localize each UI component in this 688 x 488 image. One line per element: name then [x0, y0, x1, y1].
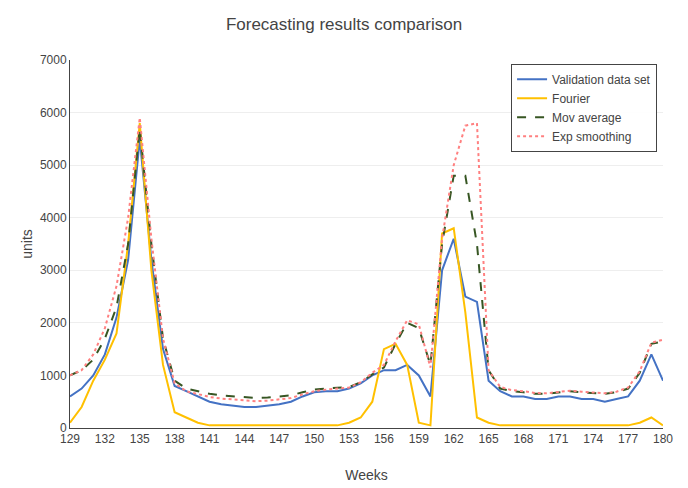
svg-text:Weeks: Weeks: [345, 467, 388, 483]
svg-text:135: 135: [130, 432, 150, 446]
svg-text:141: 141: [200, 432, 220, 446]
svg-text:171: 171: [548, 432, 568, 446]
svg-text:165: 165: [479, 432, 499, 446]
svg-text:147: 147: [269, 432, 289, 446]
svg-text:Exp smoothing: Exp smoothing: [552, 130, 631, 144]
svg-text:174: 174: [583, 432, 603, 446]
svg-text:138: 138: [165, 432, 185, 446]
svg-text:Fourier: Fourier: [552, 92, 590, 106]
svg-text:Mov average: Mov average: [552, 111, 622, 125]
svg-text:150: 150: [304, 432, 324, 446]
svg-text:7000: 7000: [40, 53, 67, 67]
svg-text:132: 132: [95, 432, 115, 446]
svg-text:3000: 3000: [40, 263, 67, 277]
svg-text:Validation data set: Validation data set: [552, 73, 651, 87]
svg-text:177: 177: [618, 432, 638, 446]
svg-text:144: 144: [234, 432, 254, 446]
svg-text:159: 159: [409, 432, 429, 446]
svg-text:6000: 6000: [40, 106, 67, 120]
svg-text:Forecasting results comparison: Forecasting results comparison: [226, 15, 462, 34]
svg-text:129: 129: [60, 432, 80, 446]
svg-text:units: units: [19, 229, 35, 259]
svg-text:153: 153: [339, 432, 359, 446]
svg-text:156: 156: [374, 432, 394, 446]
svg-text:180: 180: [653, 432, 673, 446]
svg-text:1000: 1000: [40, 369, 67, 383]
svg-text:5000: 5000: [40, 158, 67, 172]
svg-text:2000: 2000: [40, 316, 67, 330]
svg-text:162: 162: [444, 432, 464, 446]
svg-text:4000: 4000: [40, 211, 67, 225]
svg-text:0: 0: [60, 421, 67, 435]
svg-text:168: 168: [513, 432, 533, 446]
